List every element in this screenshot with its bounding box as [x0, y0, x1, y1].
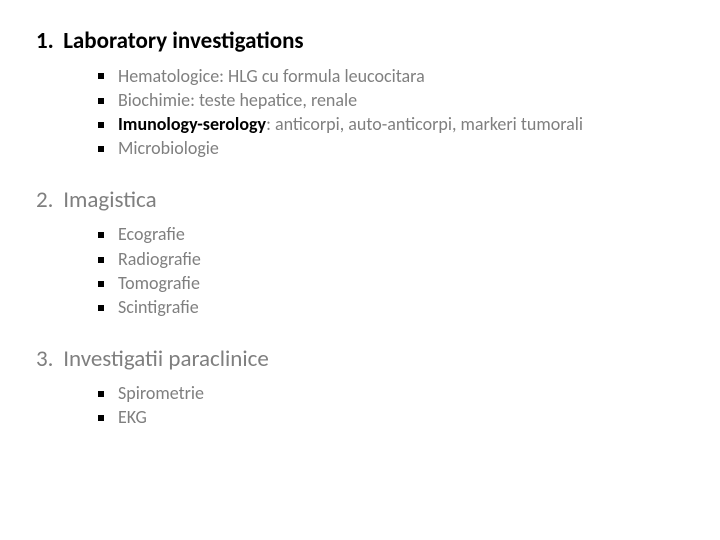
section-2-heading: 2. Imagistica	[36, 187, 700, 215]
list-item: EKG	[98, 405, 700, 429]
list-item: Hematologice: HLG cu formula leucocitara	[98, 64, 700, 88]
list-item: Microbiologie	[98, 136, 700, 160]
list-item: Imunology-serology: anticorpi, auto-anti…	[98, 112, 700, 136]
section-1-title: Laboratory investigations	[63, 27, 303, 55]
list-item: Spirometrie	[98, 381, 700, 405]
list-item: Biochimie: teste hepatice, renale	[98, 88, 700, 112]
section-1-heading: 1. Laboratory investigations	[36, 28, 700, 56]
list-item-text-bold: Imunology-serology	[118, 113, 266, 135]
list-item-text: Biochimie: teste hepatice, renale	[118, 89, 357, 111]
section-3-number: 3.	[36, 346, 58, 374]
section-2-items: Ecografie Radiografie Tomografie Scintig…	[98, 222, 700, 319]
list-item-text: EKG	[118, 406, 147, 428]
section-2-title: Imagistica	[63, 186, 156, 214]
list-item-text: Radiografie	[118, 248, 201, 270]
section-1-items: Hematologice: HLG cu formula leucocitara…	[98, 64, 700, 161]
list-item-text: Tomografie	[118, 272, 200, 294]
list-item-text: Spirometrie	[118, 382, 204, 404]
section-1: 1. Laboratory investigations Hematologic…	[36, 28, 700, 161]
list-item: Ecografie	[98, 222, 700, 246]
section-2-number: 2.	[36, 187, 58, 215]
list-item-text: Scintigrafie	[118, 296, 199, 318]
section-3-heading: 3. Investigatii paraclinice	[36, 346, 700, 374]
list-item-text: Ecografie	[118, 223, 185, 245]
list-item-text: Hematologice: HLG cu formula leucocitara	[118, 65, 425, 87]
list-item: Radiografie	[98, 247, 700, 271]
section-3: 3. Investigatii paraclinice Spirometrie …	[36, 346, 700, 430]
section-1-number: 1.	[36, 28, 58, 56]
section-2: 2. Imagistica Ecografie Radiografie Tomo…	[36, 187, 700, 320]
slide: 1. Laboratory investigations Hematologic…	[0, 0, 720, 540]
section-3-items: Spirometrie EKG	[98, 381, 700, 430]
section-3-title: Investigatii paraclinice	[63, 345, 269, 373]
list-item-text: Microbiologie	[118, 137, 219, 159]
list-item: Tomografie	[98, 271, 700, 295]
list-item-text: : anticorpi, auto-anticorpi, markeri tum…	[266, 113, 583, 135]
list-item: Scintigrafie	[98, 295, 700, 319]
